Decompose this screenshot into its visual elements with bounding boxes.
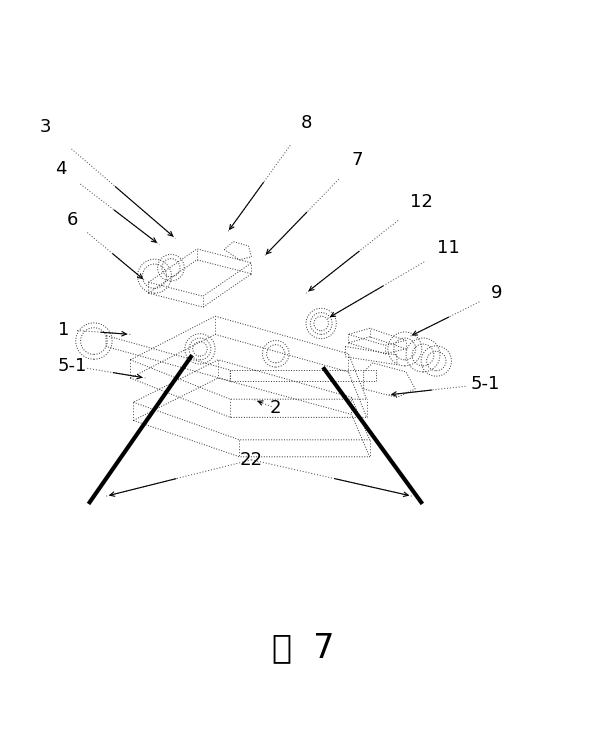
Text: 8: 8 [301, 114, 311, 132]
Text: 11: 11 [437, 239, 460, 257]
Text: 6: 6 [67, 212, 78, 229]
Text: 22: 22 [240, 451, 263, 469]
Text: 图  7: 图 7 [271, 631, 335, 665]
Text: 2: 2 [270, 399, 281, 417]
Text: 4: 4 [55, 160, 66, 178]
Text: 3: 3 [40, 117, 51, 135]
Text: 5-1: 5-1 [470, 375, 499, 393]
Text: 12: 12 [410, 194, 433, 211]
Text: 9: 9 [491, 284, 502, 302]
Text: 1: 1 [58, 321, 69, 339]
Text: 7: 7 [352, 151, 363, 169]
Text: 5-1: 5-1 [58, 357, 87, 375]
